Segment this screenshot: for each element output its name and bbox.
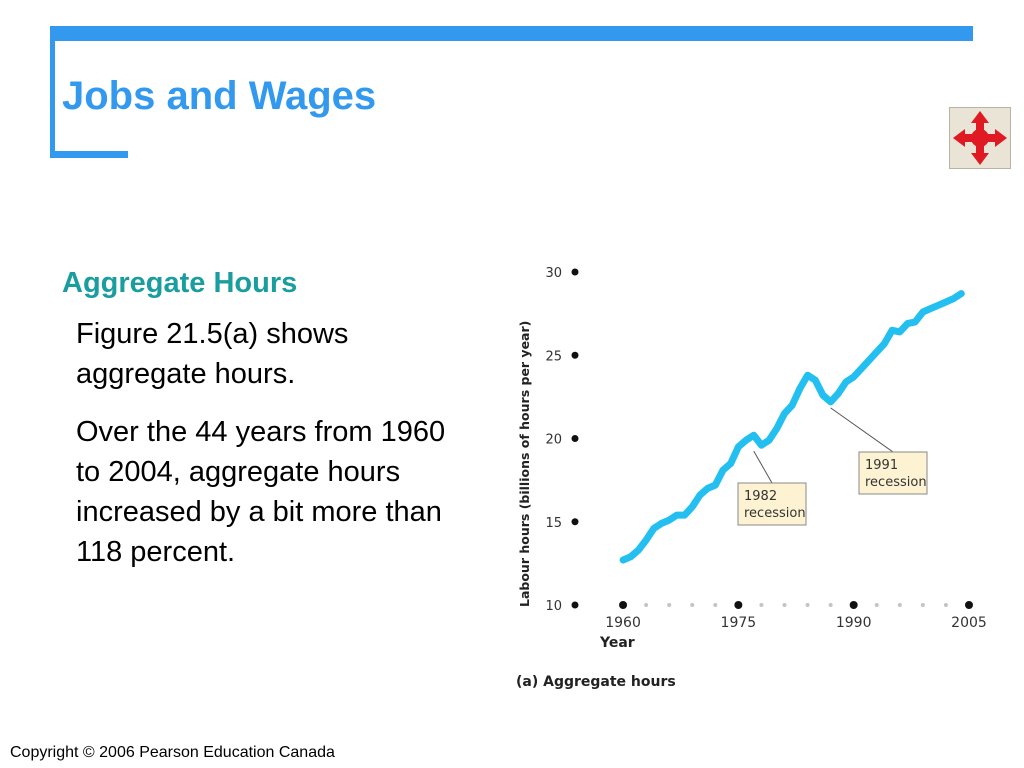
x-minor-tick-dot (713, 603, 718, 607)
x-tick-label: 1975 (721, 615, 757, 631)
x-minor-tick-dot (805, 603, 810, 607)
aggregate-hours-line (619, 290, 965, 564)
callout-leader-line (830, 407, 894, 453)
y-tick-dot (571, 601, 579, 609)
x-minor-tick-dot (920, 603, 925, 607)
x-minor-tick-dot (644, 603, 649, 607)
x-tick-label: 1990 (836, 615, 872, 631)
body-paragraph-2: Over the 44 years from 1960 to 2004, agg… (76, 416, 446, 568)
x-axis-label: Year (599, 635, 635, 651)
chart-caption: (a) Aggregate hours (516, 674, 676, 690)
y-axis-label: Labour hours (billions of hours per year… (517, 321, 532, 607)
callout-box (737, 482, 807, 526)
title-accent-bar-bottom (50, 151, 128, 158)
four-way-arrows-icon (953, 111, 1007, 165)
x-minor-tick-dot (897, 603, 902, 607)
x-minor-tick-dot (690, 603, 695, 607)
body-paragraph-1: Figure 21.5(a) shows aggregate hours. (76, 318, 349, 390)
y-tick-dot (571, 435, 579, 442)
y-tick-label: 15 (545, 516, 562, 531)
copyright-footer: Copyright © 2006 Pearson Education Canad… (10, 744, 335, 761)
x-minor-tick-dot (874, 603, 879, 607)
aggregate-hours-chart: 10 15 20 25 30 1960 1975 1990 2005 Year Labour hou… (516, 266, 987, 690)
x-tick-dot (619, 601, 628, 609)
y-tick-label: 30 (545, 266, 562, 281)
x-minor-tick-dot (759, 603, 764, 607)
navigation-button[interactable] (949, 107, 1011, 169)
x-minor-tick-dot (667, 603, 672, 607)
y-tick-label: 10 (545, 599, 562, 614)
title-accent-bar-top (50, 26, 973, 41)
section-heading: Aggregate Hours (62, 267, 298, 299)
callout-label: recession (744, 506, 806, 521)
x-tick-dot (965, 601, 973, 609)
y-tick-label: 25 (545, 349, 562, 364)
y-tick-dot (571, 351, 579, 359)
callout-label: 1991 (865, 458, 898, 473)
callout-label: 1982 (744, 489, 777, 504)
slide-title: Jobs and Wages (62, 74, 377, 118)
x-minor-tick-dot (828, 603, 833, 607)
y-tick-dot (571, 268, 579, 276)
y-tick-label: 20 (545, 433, 562, 448)
x-minor-tick-dot (782, 603, 787, 607)
x-tick-label: 1960 (605, 615, 641, 631)
callout-leader-line (753, 450, 773, 484)
x-tick-dot (849, 601, 858, 609)
x-tick-dot (734, 601, 743, 609)
callout-box (858, 451, 928, 495)
y-tick-dot (571, 518, 579, 526)
x-tick-label: 2005 (951, 615, 987, 631)
x-minor-tick-dot (943, 603, 948, 607)
callout-label: recession (865, 475, 927, 490)
title-accent-bar-left (50, 26, 55, 158)
